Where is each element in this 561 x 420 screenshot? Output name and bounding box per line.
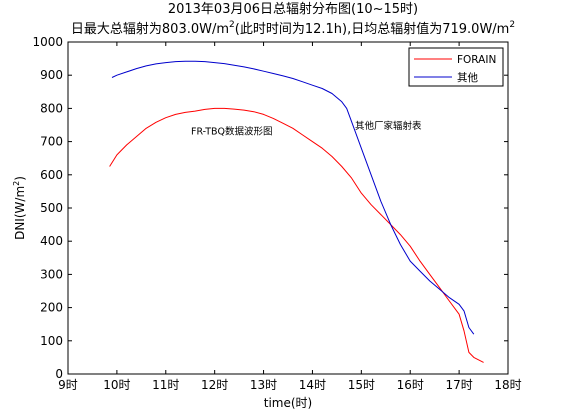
x-tick-label: 17时 <box>445 378 472 392</box>
y-tick-label: 200 <box>40 301 63 315</box>
x-tick-label: 14时 <box>299 378 326 392</box>
y-tick-label: 400 <box>40 234 63 248</box>
chart-title: 2013年03月06日总辐射分布图(10~15时) <box>168 1 418 17</box>
annotation-fr-tbq: FR-TBQ数据波形图 <box>191 125 273 137</box>
y-tick-label: 500 <box>40 201 63 215</box>
subtitle-part-1: 日最大总辐射为803.0W/m <box>71 21 229 37</box>
y-tick-label: 600 <box>40 168 63 182</box>
y-axis-ticks: 0 100 200 300 400 500 600 700 800 900 1000 <box>32 35 508 381</box>
x-axis-label: time(时) <box>264 396 312 410</box>
y-tick-label: 300 <box>40 267 63 281</box>
x-tick-label: 10时 <box>103 378 130 392</box>
series-line-other <box>111 60 475 335</box>
series-group <box>109 60 484 363</box>
x-tick-label: 13时 <box>250 378 277 392</box>
y-tick-label: 1000 <box>32 35 63 49</box>
x-tick-label: 12时 <box>201 378 228 392</box>
x-tick-label: 11时 <box>152 378 179 392</box>
y-tick-label: 0 <box>55 367 63 381</box>
x-tick-label: 9时 <box>58 378 78 392</box>
x-tick-label: 18时 <box>494 378 521 392</box>
y-axis-label: DNI(W/m2) <box>12 176 27 240</box>
annotation-other-vendor: 其他厂家辐射表 <box>355 120 422 132</box>
annotations-group: FR-TBQ数据波形图 其他厂家辐射表 <box>191 120 422 137</box>
y-tick-label: 900 <box>40 68 63 82</box>
y-tick-label: 700 <box>40 135 63 149</box>
subtitle-sup-1: 2 <box>229 20 235 30</box>
legend: FORAIN 其他 <box>408 47 504 87</box>
series-line-forain <box>109 107 484 363</box>
plot-area <box>67 41 509 375</box>
subtitle-part-2: (此时时间为12.1h),日均总辐射值为719.0W/m <box>235 21 510 37</box>
x-axis-ticks: 9时 10时 11时 12时 13时 14时 15时 16时 17时 18时 <box>58 42 522 392</box>
x-tick-label: 16时 <box>397 378 424 392</box>
legend-box <box>408 47 504 87</box>
legend-label-other: 其他 <box>457 71 478 84</box>
subtitle-sup-2: 2 <box>509 20 515 30</box>
y-tick-label: 800 <box>40 101 63 115</box>
chart-subtitle: 日最大总辐射为803.0W/m2(此时时间为12.1h),日均总辐射值为719.… <box>71 20 515 37</box>
legend-label-forain: FORAIN <box>457 54 496 66</box>
y-axis-label-end: ) <box>13 176 27 181</box>
y-axis-label-sup: 2 <box>12 181 21 186</box>
y-tick-label: 100 <box>40 334 63 348</box>
x-tick-label: 15时 <box>348 378 375 392</box>
y-axis-label-main: DNI(W/m <box>13 186 27 240</box>
